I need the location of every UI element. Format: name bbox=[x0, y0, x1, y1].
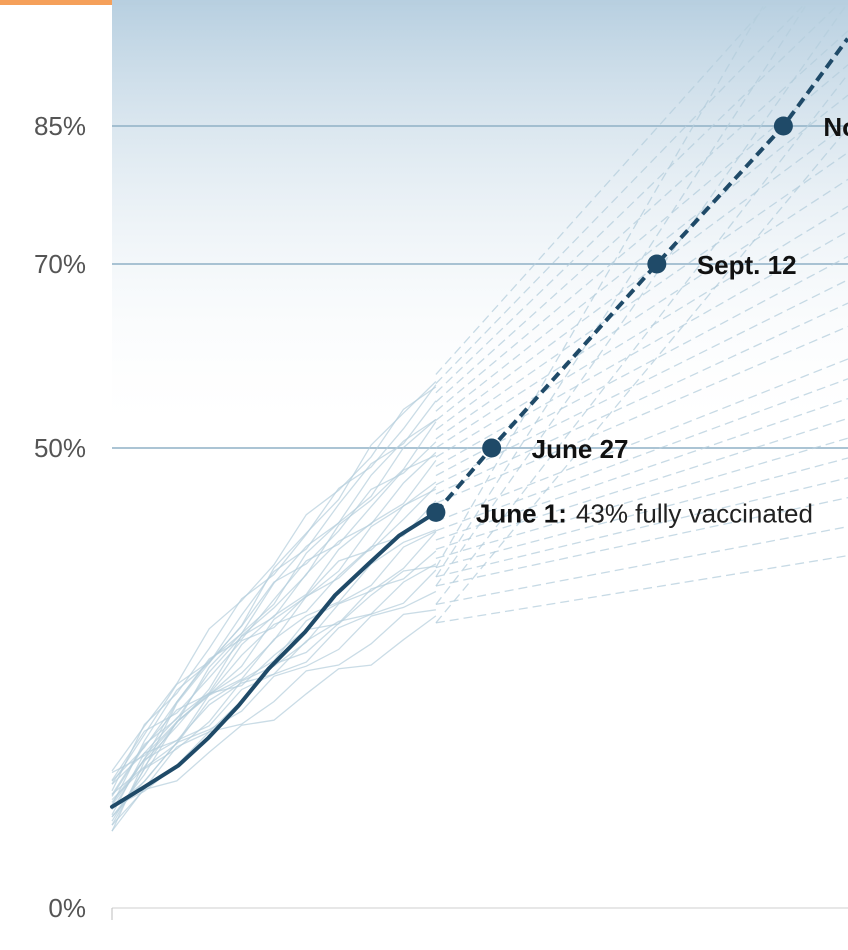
state-actual-line bbox=[111, 421, 437, 832]
state-actual-line bbox=[111, 460, 437, 816]
state-actual-line bbox=[111, 441, 437, 785]
state-projection-line bbox=[435, 397, 848, 541]
y-tick-label: 50% bbox=[34, 433, 86, 463]
milestone-dot bbox=[482, 438, 502, 458]
milestone-label: Nov. 10 bbox=[823, 112, 848, 142]
y-tick-label: 85% bbox=[34, 111, 86, 141]
milestone-date: June 1: bbox=[476, 498, 567, 528]
state-actual-line bbox=[111, 384, 437, 792]
milestone-dot bbox=[773, 116, 793, 136]
axis-layer: 0%50%70%85%Jan. 2022 bbox=[34, 111, 848, 923]
milestone-dot bbox=[426, 502, 446, 522]
state-projection-line bbox=[435, 6, 764, 568]
state-projection-line bbox=[435, 5, 767, 375]
state-actual-line bbox=[111, 569, 437, 806]
state-projection-line bbox=[435, 127, 848, 624]
national-actual-line bbox=[110, 510, 438, 809]
milestone-label: June 1: 43% fully vaccinated bbox=[476, 498, 813, 528]
national-projection-line bbox=[434, 37, 848, 514]
state-actual-line bbox=[111, 454, 437, 782]
state-actual-line bbox=[111, 386, 437, 772]
state-projection-line bbox=[435, 123, 848, 431]
state-projection-line bbox=[435, 5, 837, 394]
state-actual-line bbox=[111, 565, 436, 774]
state-actual-line bbox=[111, 550, 437, 832]
chart-background-gradient bbox=[112, 0, 848, 440]
state-projection-line bbox=[435, 94, 848, 421]
state-projection-line bbox=[435, 358, 848, 523]
state-projection-line bbox=[435, 279, 848, 486]
state-actual-line bbox=[111, 563, 437, 785]
milestone-date: June 27 bbox=[532, 434, 629, 464]
state-projection-line bbox=[435, 378, 848, 532]
y-tick-label: 70% bbox=[34, 249, 86, 279]
milestones-layer: June 1: 43% fully vaccinated June 27 Sept. … bbox=[426, 112, 848, 528]
milestone-date: Nov. 10 bbox=[823, 112, 848, 142]
milestone-label: June 27 bbox=[532, 434, 629, 464]
state-actual-line bbox=[111, 419, 437, 810]
main-series-layer bbox=[110, 37, 848, 809]
milestone-note: 43% fully vaccinated bbox=[576, 498, 813, 528]
state-projection-line bbox=[435, 255, 848, 477]
grid-layer bbox=[112, 125, 848, 449]
state-projection-line bbox=[435, 417, 848, 550]
state-actual-line bbox=[111, 488, 437, 818]
state-projection-line bbox=[435, 302, 848, 495]
state-actual-line bbox=[111, 418, 437, 803]
state-projection-line bbox=[435, 457, 848, 569]
state-projection-line bbox=[435, 554, 848, 624]
state-projection-line bbox=[435, 6, 806, 578]
state-actual-line bbox=[111, 451, 437, 795]
state-actual-line bbox=[111, 481, 437, 818]
milestone-label: Sept. 12 bbox=[697, 250, 797, 280]
state-projection-line bbox=[435, 30, 848, 403]
state-projection-line bbox=[435, 477, 848, 578]
y-tick-label: 0% bbox=[48, 893, 86, 923]
state-projection-line bbox=[435, 6, 846, 587]
state-projection-line bbox=[435, 5, 803, 385]
state-projection-line bbox=[435, 205, 848, 458]
state-actual-line bbox=[111, 615, 437, 826]
state-projection-line bbox=[435, 437, 848, 560]
state-projection-line bbox=[435, 325, 848, 504]
state-projection-line bbox=[435, 230, 848, 467]
milestone-date: Sept. 12 bbox=[697, 250, 797, 280]
state-projection-line bbox=[435, 496, 848, 587]
state-actual-line bbox=[111, 486, 437, 781]
state-actual-line bbox=[111, 381, 437, 826]
state-actual-line bbox=[111, 400, 437, 806]
milestone-dot bbox=[647, 254, 667, 274]
state-projection-line bbox=[435, 178, 848, 449]
